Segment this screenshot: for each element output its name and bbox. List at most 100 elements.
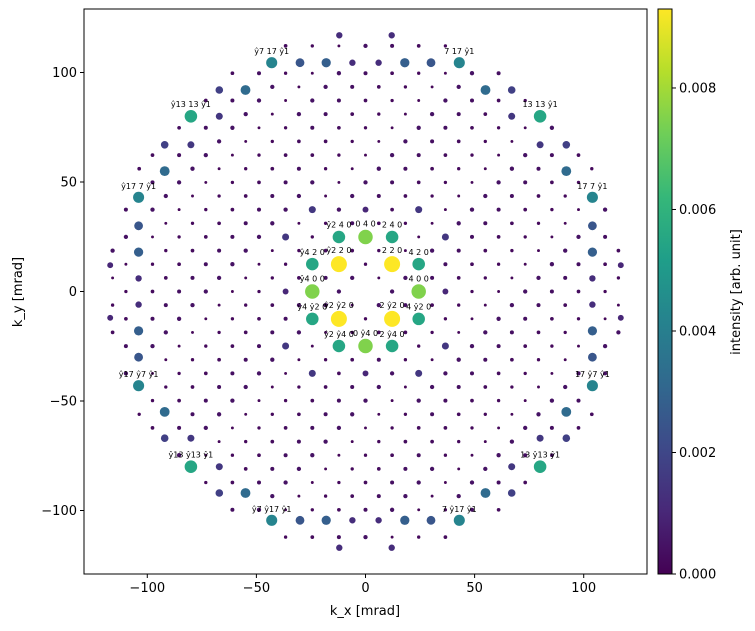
diffraction-spot — [587, 247, 598, 257]
background-spot — [336, 425, 342, 431]
background-spot — [310, 125, 315, 130]
background-spot — [389, 289, 395, 294]
background-spot — [483, 167, 487, 171]
background-spot — [363, 180, 368, 185]
background-spot — [310, 153, 315, 157]
background-spot — [296, 303, 301, 308]
diffraction-spot — [415, 369, 423, 377]
diffraction-spot — [362, 206, 369, 213]
background-spot — [324, 467, 328, 471]
background-spot — [350, 330, 354, 335]
background-spot — [443, 71, 447, 75]
background-spot — [337, 180, 341, 184]
diffraction-spot — [133, 326, 144, 336]
background-spot — [123, 234, 129, 240]
background-spot — [284, 508, 288, 512]
diffraction-spot — [330, 256, 347, 273]
spot-label: ŷ2 4 0 — [326, 221, 351, 230]
diffraction-spot — [400, 58, 410, 68]
spot-label: 17 ŷ7 ŷ1 — [575, 370, 610, 379]
background-spot — [270, 112, 274, 116]
background-spot — [469, 71, 475, 76]
background-spot — [549, 398, 555, 403]
background-spot — [177, 235, 181, 239]
background-spot — [270, 303, 275, 307]
background-spot — [456, 384, 461, 390]
background-spot — [256, 71, 262, 76]
background-spot — [230, 125, 235, 130]
background-spot — [163, 330, 168, 335]
background-spot — [377, 248, 381, 253]
background-spot — [244, 139, 248, 143]
background-spot — [150, 289, 155, 294]
diffraction-spot — [412, 312, 425, 326]
background-spot — [470, 153, 474, 157]
spot-label: ŷ13 13 ŷ1 — [171, 100, 211, 109]
diffraction-spot — [321, 515, 331, 525]
diffraction-spot — [134, 352, 143, 362]
background-spot — [350, 221, 355, 226]
background-spot — [203, 98, 208, 103]
background-spot — [577, 344, 580, 348]
colorbar-ticks: 0.000 0.002 0.004 0.006 0.008 — [672, 81, 716, 583]
background-spot — [124, 289, 128, 294]
spot-label: 0 ŷ4 0 — [353, 329, 378, 338]
background-spot — [310, 481, 314, 484]
background-spot — [403, 221, 408, 225]
background-spot — [416, 453, 421, 458]
background-spot — [284, 371, 288, 375]
background-spot — [203, 235, 208, 239]
diffraction-spot — [282, 342, 290, 350]
background-spot — [150, 153, 155, 157]
background-spot — [336, 289, 342, 294]
background-spot — [510, 221, 514, 226]
diffraction-spot — [453, 514, 465, 526]
background-spot — [350, 112, 355, 116]
background-spot — [456, 412, 461, 417]
background-spot — [177, 398, 181, 403]
background-spot — [470, 317, 474, 321]
diffraction-spot — [295, 58, 305, 68]
background-spot — [483, 412, 487, 416]
background-spot — [270, 330, 275, 335]
spot-label: ŷ7 17 ŷ1 — [254, 47, 289, 56]
background-spot — [336, 535, 341, 540]
background-spot — [457, 330, 461, 334]
background-spot — [203, 398, 208, 403]
background-spot — [443, 98, 448, 103]
background-spot — [537, 249, 540, 253]
background-spot — [430, 194, 434, 198]
background-spot — [363, 480, 368, 485]
background-spot — [230, 98, 235, 103]
spot-label: 4 2 0 — [409, 248, 429, 257]
background-spot — [456, 493, 461, 499]
background-spot — [496, 453, 501, 458]
background-spot — [403, 85, 408, 89]
background-spot — [576, 262, 581, 267]
background-spot — [124, 316, 128, 321]
background-spot — [283, 398, 288, 403]
y-tick-label: −50 — [50, 394, 77, 409]
background-spot — [469, 98, 475, 103]
background-spot — [536, 358, 541, 362]
background-spot — [590, 167, 594, 171]
background-spot — [443, 508, 448, 512]
diffraction-spot — [282, 233, 290, 241]
spot-label: 2 ŷ2 0 — [380, 301, 405, 310]
diffraction-spot — [240, 85, 251, 95]
diffraction-spot — [107, 262, 114, 269]
background-spot — [336, 398, 341, 403]
background-spot — [323, 248, 328, 253]
background-spot — [364, 153, 367, 157]
background-spot — [470, 180, 474, 184]
background-spot — [270, 466, 275, 471]
background-spot — [390, 43, 395, 48]
diffraction-spot — [133, 191, 145, 203]
background-spot — [523, 371, 527, 376]
diffraction-spot — [508, 112, 516, 120]
background-spot — [190, 302, 195, 308]
background-spot — [163, 276, 168, 280]
background-spot — [496, 398, 501, 403]
background-spot — [376, 166, 381, 171]
background-spot — [443, 44, 448, 48]
